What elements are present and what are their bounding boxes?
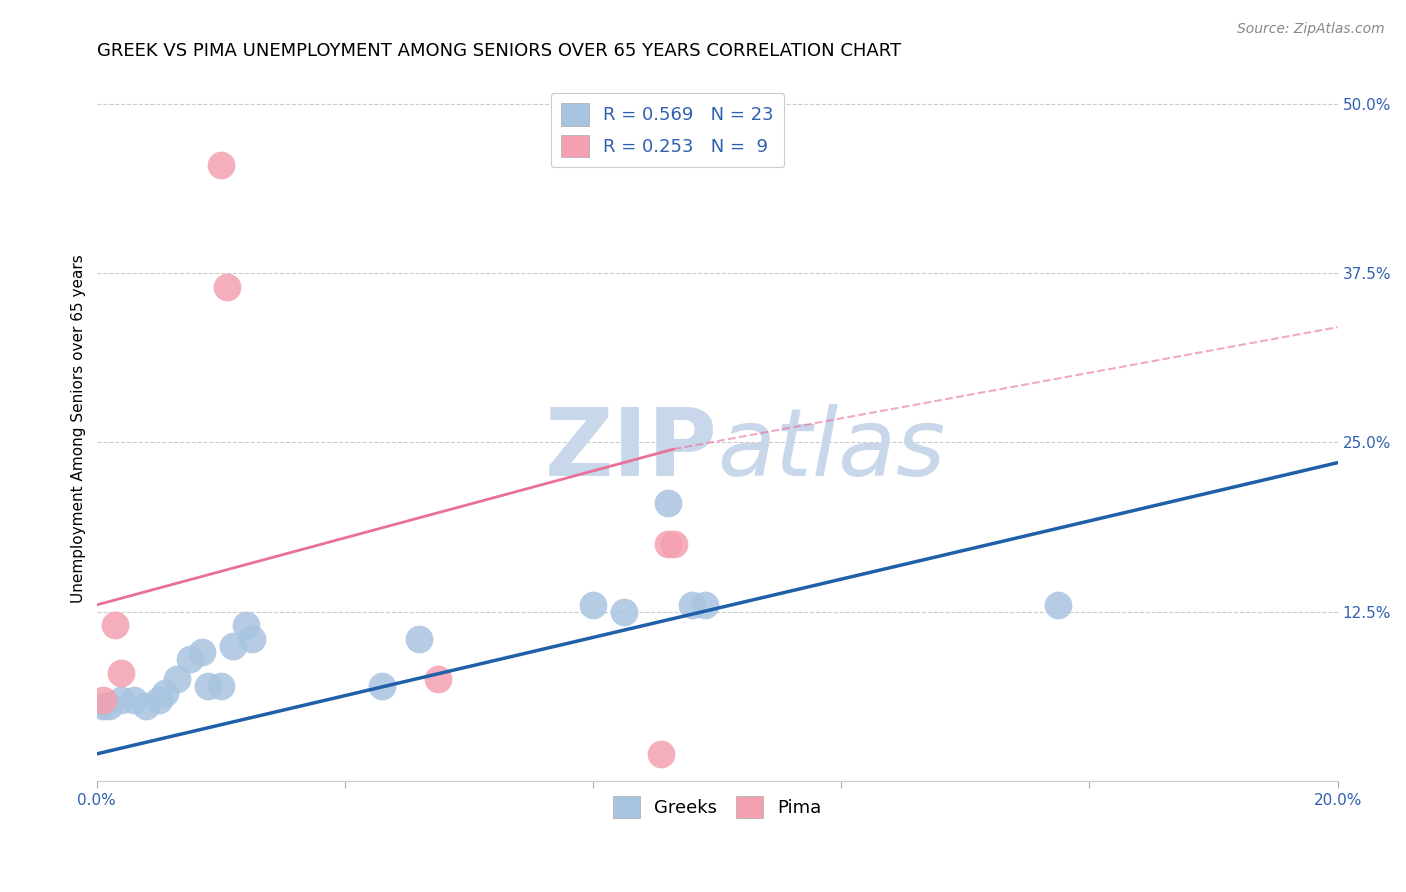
Text: atlas: atlas [717,404,945,495]
Point [426,673,449,687]
Point [98,699,121,714]
Point [657,537,679,551]
Text: GREEK VS PIMA UNEMPLOYMENT AMONG SENIORS OVER 65 YEARS CORRELATION CHART: GREEK VS PIMA UNEMPLOYMENT AMONG SENIORS… [97,42,901,60]
Point [104,618,127,632]
Point [235,618,257,632]
Point [371,679,394,693]
Point [582,598,605,612]
Point [240,632,263,646]
Point [91,699,114,714]
Point [408,632,430,646]
Point [122,692,145,706]
Point [135,699,157,714]
Point [650,747,672,761]
Point [91,692,114,706]
Point [681,598,703,612]
Point [209,679,232,693]
Point [191,645,214,659]
Point [613,605,636,619]
Y-axis label: Unemployment Among Seniors over 65 years: Unemployment Among Seniors over 65 years [72,254,86,603]
Point [693,598,716,612]
Point [209,158,232,172]
Point [1047,598,1070,612]
Point [153,686,176,700]
Point [215,279,238,293]
Point [222,639,245,653]
Point [179,652,201,666]
Text: ZIP: ZIP [544,404,717,496]
Point [166,673,188,687]
Text: Source: ZipAtlas.com: Source: ZipAtlas.com [1237,22,1385,37]
Point [197,679,219,693]
Point [657,496,679,510]
Legend: Greeks, Pima: Greeks, Pima [606,789,828,825]
Point [110,665,132,680]
Point [148,692,170,706]
Point [110,692,132,706]
Point [662,537,685,551]
